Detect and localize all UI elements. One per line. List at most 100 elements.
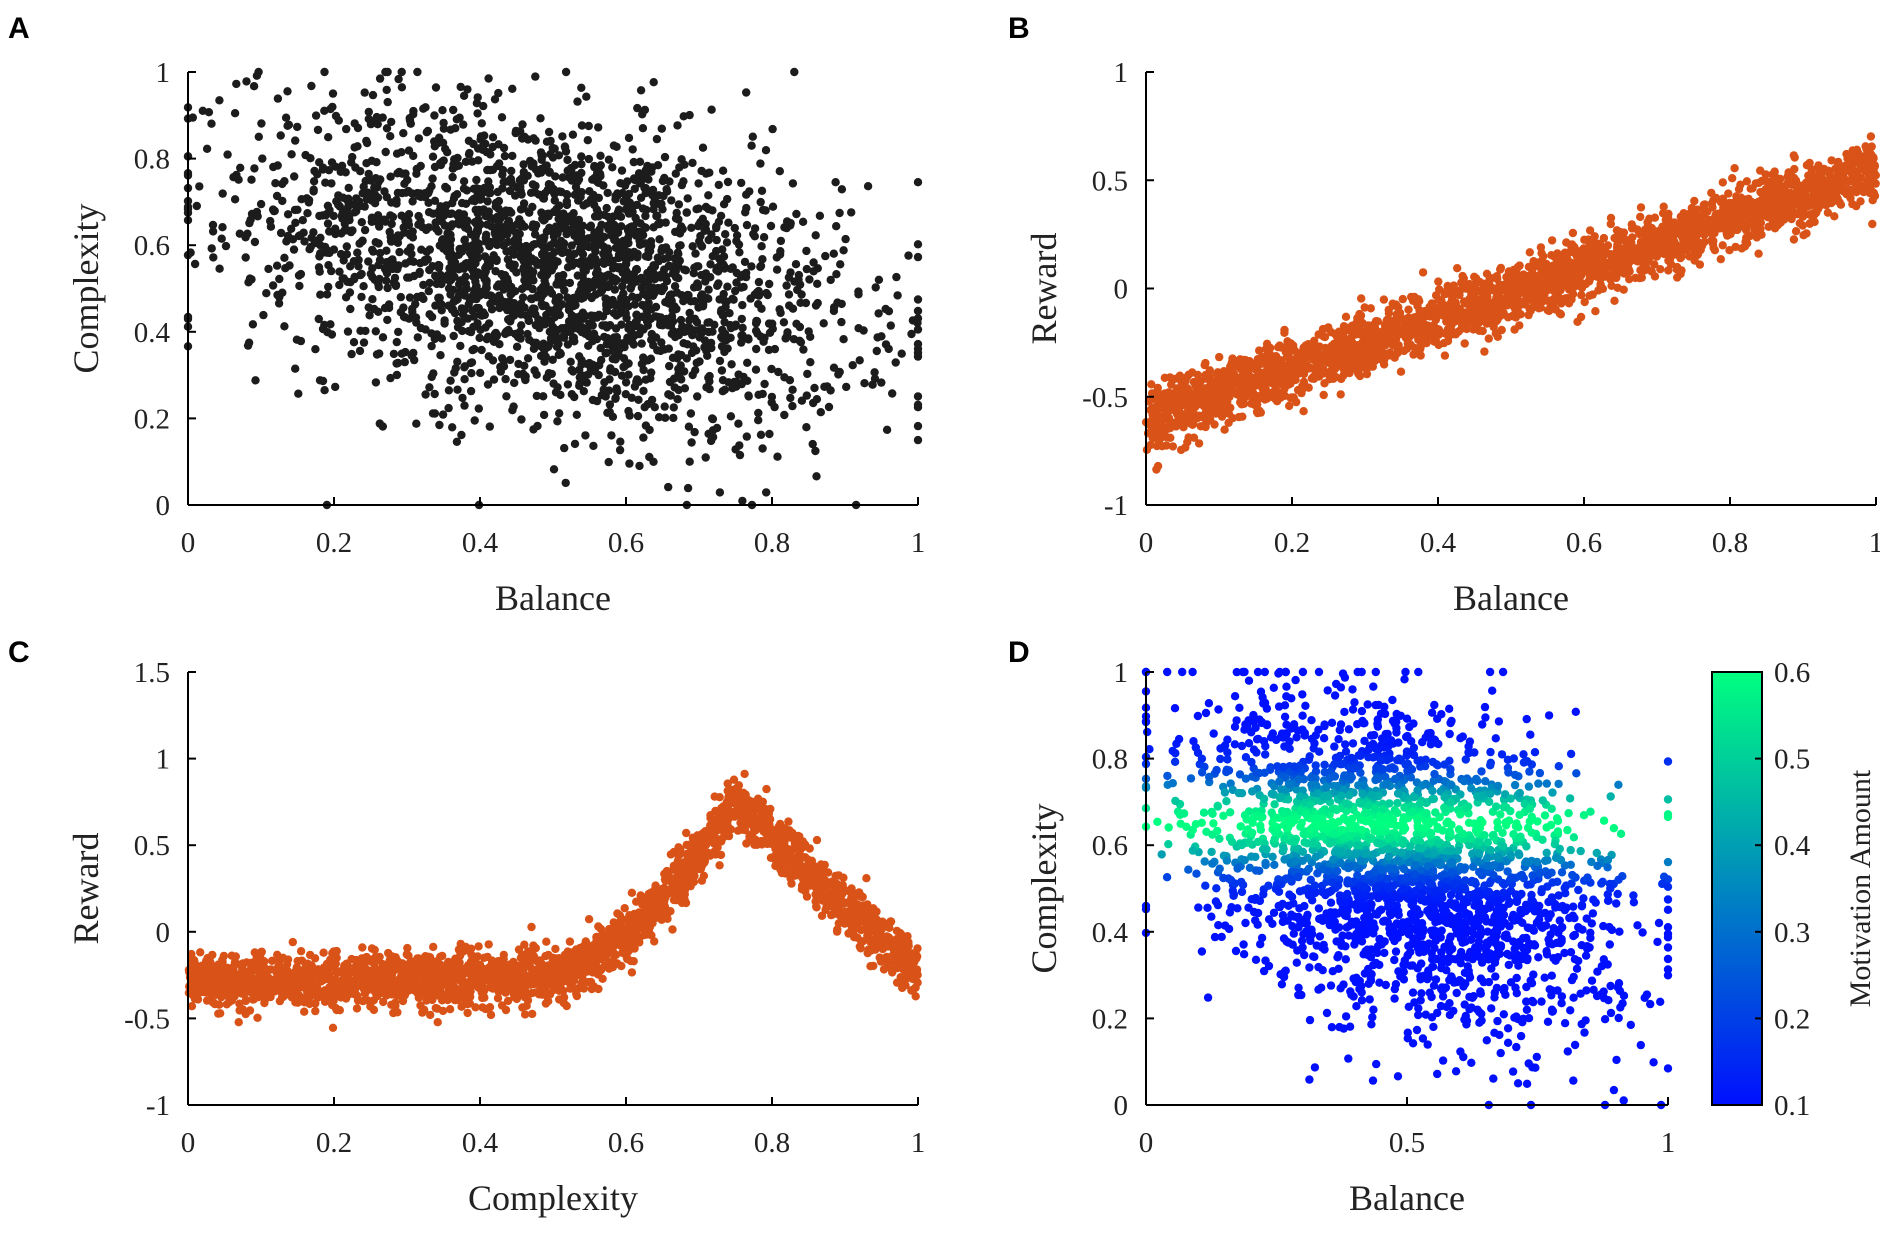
scatter-point bbox=[375, 248, 385, 258]
scatter-point bbox=[350, 143, 359, 152]
scatter-point bbox=[398, 169, 407, 178]
scatter-point bbox=[633, 411, 643, 421]
scatter-point bbox=[662, 276, 672, 286]
scatter-point bbox=[215, 264, 224, 273]
scatter-point bbox=[514, 359, 523, 369]
scatter-point bbox=[519, 204, 528, 213]
scatter-point bbox=[510, 378, 519, 388]
scatter-point bbox=[592, 334, 602, 344]
scatter-point bbox=[706, 338, 716, 348]
scatter-point bbox=[617, 371, 627, 380]
scatter-point bbox=[531, 320, 540, 330]
scatter-point bbox=[660, 402, 669, 411]
scatter-point bbox=[395, 247, 404, 257]
scatter-point bbox=[575, 365, 584, 375]
scatter-point bbox=[536, 148, 546, 157]
scatter-point bbox=[773, 452, 782, 461]
scatter-point bbox=[764, 345, 774, 355]
scatter-point bbox=[829, 249, 838, 258]
scatter-point bbox=[657, 124, 666, 133]
scatter-point bbox=[368, 245, 377, 255]
scatter-point bbox=[382, 276, 391, 285]
scatter-point bbox=[575, 352, 584, 361]
scatter-point bbox=[1416, 339, 1426, 349]
scatter-point bbox=[529, 276, 538, 285]
scatter-point bbox=[483, 165, 493, 175]
scatter-point bbox=[1535, 277, 1545, 286]
scatter-point bbox=[309, 177, 319, 186]
scatter-point bbox=[726, 412, 736, 421]
scatter-point bbox=[1725, 246, 1734, 255]
scatter-point bbox=[396, 292, 405, 302]
scatter-point bbox=[641, 184, 650, 193]
scatter-point bbox=[249, 82, 259, 91]
scatter-point bbox=[531, 221, 541, 230]
scatter-point bbox=[453, 357, 462, 366]
scatter-point bbox=[344, 183, 353, 193]
scatter-point bbox=[217, 234, 226, 243]
scatter-point bbox=[412, 169, 421, 178]
scatter-point bbox=[688, 158, 697, 168]
scatter-point bbox=[555, 409, 564, 418]
scatter-point bbox=[601, 349, 610, 358]
scatter-point bbox=[357, 292, 366, 302]
scatter-point bbox=[582, 92, 591, 101]
scatter-point bbox=[436, 351, 445, 360]
scatter-point bbox=[1396, 367, 1406, 376]
scatter-point bbox=[491, 297, 500, 306]
scatter-point bbox=[1150, 415, 1159, 424]
scatter-point bbox=[315, 376, 325, 385]
scatter-point bbox=[749, 229, 758, 239]
scatter-point bbox=[372, 112, 381, 122]
scatter-point bbox=[1253, 392, 1263, 401]
scatter-point bbox=[394, 327, 403, 337]
scatter-point bbox=[768, 324, 777, 333]
scatter-point bbox=[293, 205, 302, 214]
scatter-point bbox=[756, 261, 766, 271]
scatter-point bbox=[577, 280, 586, 289]
scatter-point bbox=[779, 318, 789, 327]
scatter-point bbox=[1724, 189, 1733, 198]
scatter-point bbox=[331, 162, 340, 171]
scatter-point bbox=[484, 177, 493, 186]
scatter-point bbox=[484, 319, 494, 328]
scatter-point bbox=[243, 229, 252, 238]
scatter-point bbox=[370, 183, 379, 192]
scatter-point bbox=[502, 392, 511, 401]
scatter-point bbox=[563, 380, 573, 389]
scatter-point bbox=[634, 395, 643, 404]
scatter-point bbox=[241, 253, 250, 262]
scatter-point bbox=[335, 267, 344, 276]
scatter-point bbox=[420, 189, 430, 198]
scatter-point bbox=[1843, 154, 1852, 163]
scatter-point bbox=[656, 346, 665, 356]
scatter-point bbox=[476, 368, 485, 378]
scatter-point bbox=[805, 275, 814, 284]
scatter-point bbox=[913, 178, 923, 187]
scatter-point bbox=[438, 410, 448, 419]
scatter-point bbox=[705, 318, 714, 327]
scatter-point bbox=[636, 193, 646, 202]
scatter-point bbox=[615, 445, 625, 455]
scatter-point bbox=[1740, 242, 1750, 251]
scatter-point bbox=[1599, 233, 1609, 243]
scatter-point bbox=[595, 288, 604, 297]
scatter-point bbox=[668, 305, 677, 315]
scatter-point bbox=[593, 240, 602, 250]
scatter-point bbox=[362, 138, 372, 148]
scatter-point bbox=[695, 357, 704, 366]
scatter-point bbox=[449, 331, 458, 341]
scatter-point bbox=[364, 257, 373, 266]
scatter-point bbox=[680, 367, 689, 376]
scatter-point bbox=[455, 113, 464, 122]
scatter-point bbox=[721, 230, 730, 239]
scatter-point bbox=[294, 271, 304, 280]
scatter-point bbox=[913, 295, 923, 304]
scatter-point bbox=[913, 314, 923, 323]
scatter-point bbox=[435, 212, 444, 221]
scatter-point bbox=[616, 437, 625, 446]
scatter-point bbox=[590, 212, 600, 221]
scatter-point bbox=[687, 438, 696, 447]
scatter-point bbox=[218, 223, 227, 232]
scatter-point bbox=[835, 208, 844, 218]
